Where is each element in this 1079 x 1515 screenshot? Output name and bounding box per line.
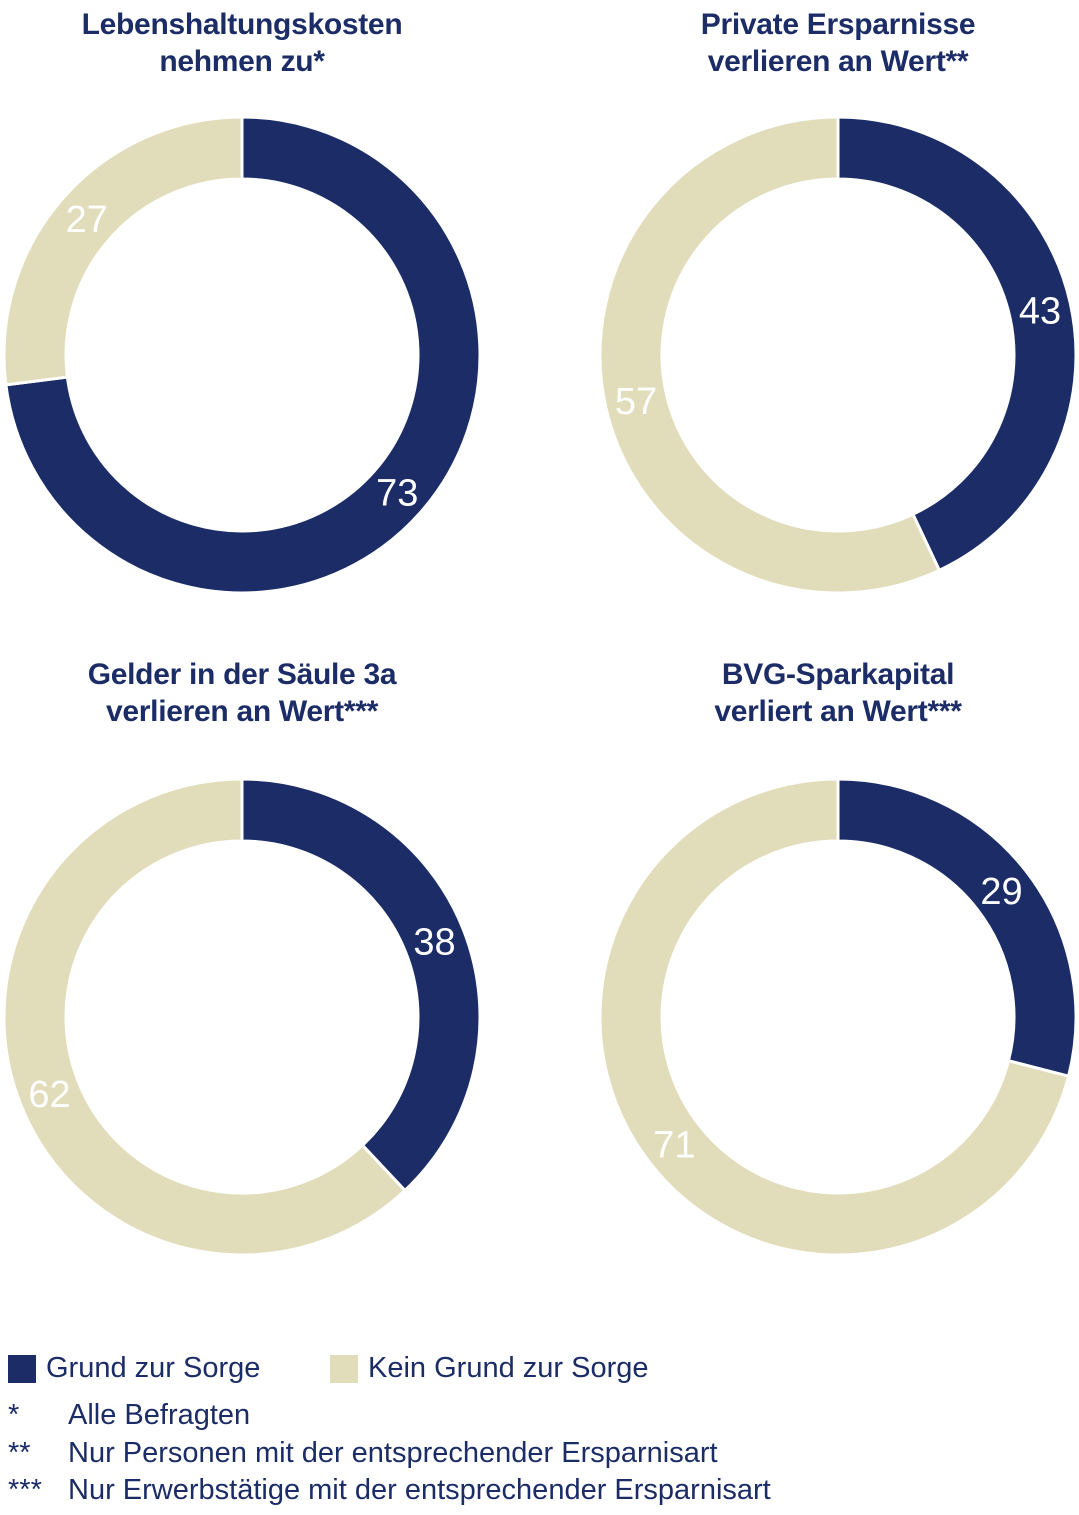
footnote-marker: **	[8, 1436, 31, 1469]
donut-value-label: 57	[615, 381, 657, 423]
legend-label: Grund zur Sorge	[46, 1352, 261, 1384]
legend-item-kein-grund-zur-sorge: Kein Grund zur Sorge	[330, 1352, 648, 1385]
footnote-text: Nur Personen mit der entsprechender Ersp…	[68, 1436, 718, 1469]
donut-segment	[836, 777, 1078, 1079]
footnote: ** Nur Personen mit der entsprechender E…	[8, 1435, 1068, 1473]
legend: Grund zur Sorge Kein Grund zur Sorge	[0, 1352, 1079, 1384]
chart-title-bvg-sparkapital: BVG-Sparkapital verliert an Wert***	[714, 658, 962, 728]
donut-chart-lebenshaltungskosten: 73 27	[2, 115, 482, 595]
donut-segment	[2, 115, 244, 387]
donut-value-label: 43	[1019, 291, 1061, 333]
footnotes: * Alle Befragten ** Nur Personen mit der…	[8, 1397, 1068, 1510]
donut-value-label: 27	[66, 199, 108, 241]
legend-swatch-navy	[8, 1354, 36, 1383]
footnote: *** Nur Erwerbstätige mit der entspreche…	[8, 1472, 1068, 1510]
donut-segment	[836, 115, 1078, 573]
donut-value-label: 73	[376, 473, 418, 515]
donut-chart-bvg-sparkapital: 29 71	[598, 777, 1078, 1257]
legend-item-grund-zur-sorge: Grund zur Sorge	[8, 1352, 260, 1385]
donut-segment	[240, 777, 482, 1193]
footnote-text: Alle Befragten	[68, 1399, 251, 1431]
footnote: * Alle Befragten	[8, 1397, 1068, 1435]
donut-segment	[598, 777, 1071, 1257]
donut-value-label: 62	[28, 1074, 70, 1116]
legend-swatch-beige	[330, 1354, 358, 1383]
footnote-marker: ***	[8, 1474, 42, 1506]
chart-title-private-ersparnisse: Private Ersparnisse verlieren an Wert**	[700, 8, 976, 78]
donut-segment	[2, 777, 408, 1257]
chart-title-lebenshaltungskosten: Lebenshaltungskosten nehmen zu*	[81, 8, 403, 78]
donut-value-label: 71	[653, 1125, 695, 1167]
donut-value-label: 38	[413, 921, 455, 963]
donut-value-label: 29	[980, 871, 1022, 913]
legend-label: Kein Grund zur Sorge	[368, 1352, 649, 1384]
donut-segment	[598, 115, 942, 595]
donut-chart-private-ersparnisse: 43 57	[598, 115, 1078, 595]
donut-segment	[4, 115, 482, 595]
footnote-text: Nur Erwerbstätige mit der entsprechender…	[68, 1474, 771, 1506]
donut-chart-saeule-3a: 38 62	[2, 777, 482, 1257]
footnote-marker: *	[8, 1399, 20, 1431]
chart-title-saeule-3a: Gelder in der Säule 3a verlieren an Wert…	[87, 658, 397, 728]
